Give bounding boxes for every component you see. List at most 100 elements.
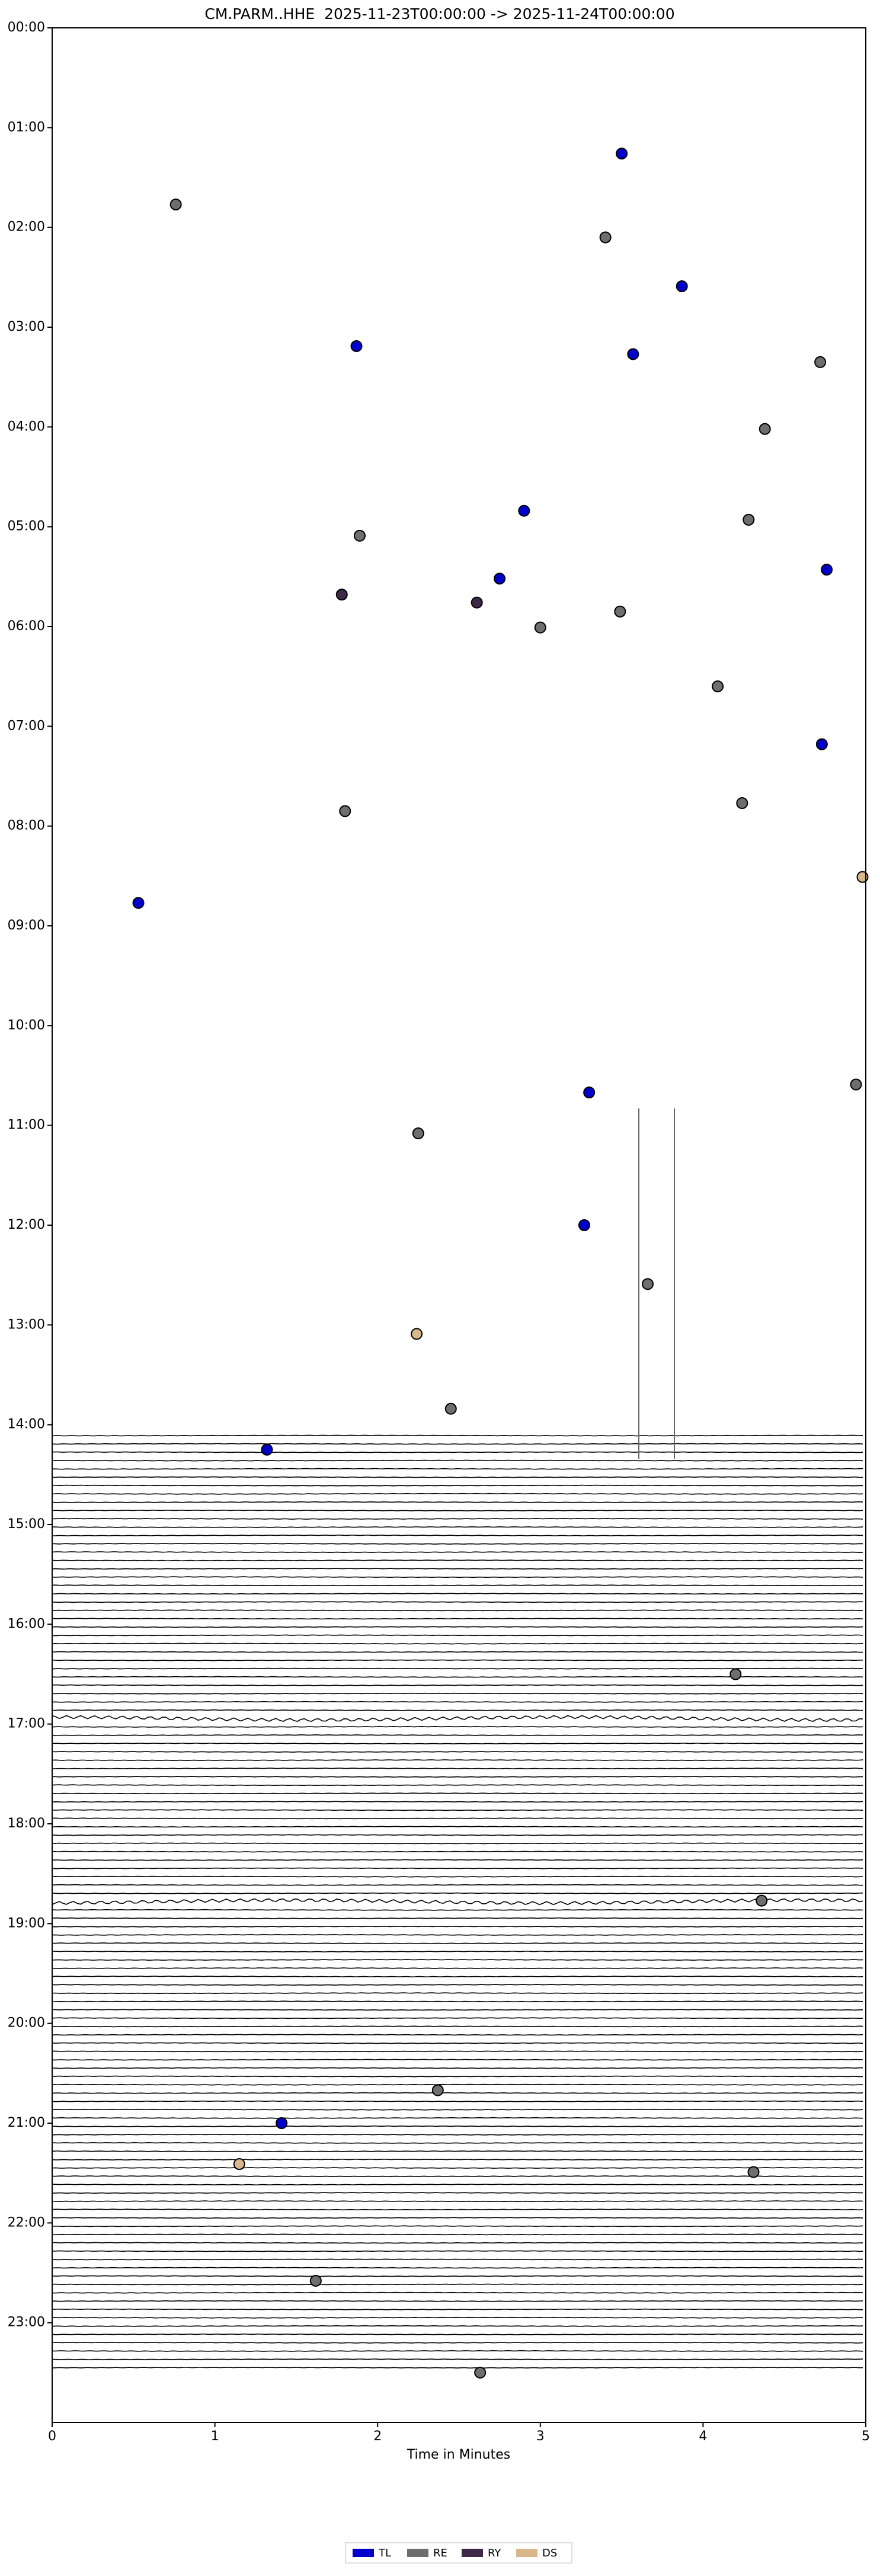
- trace: [52, 1976, 863, 1978]
- event-marker: [729, 1668, 742, 1680]
- y-tick-label: 00:00: [8, 20, 45, 35]
- trace: [52, 1451, 863, 1453]
- event-marker: [474, 2366, 487, 2379]
- trace: [52, 2059, 863, 2061]
- event-marker: [627, 348, 639, 360]
- event-marker: [494, 573, 506, 585]
- trace: [52, 2075, 863, 2078]
- event-marker: [599, 231, 612, 244]
- legend-swatch: [462, 2549, 483, 2557]
- event-marker: [614, 605, 626, 618]
- y-tick-label: 18:00: [8, 1816, 45, 1831]
- y-tick-label: 10:00: [8, 1018, 45, 1033]
- trace: [52, 2283, 863, 2286]
- trace: [52, 1651, 863, 1653]
- trace: [52, 2341, 863, 2344]
- event-marker: [261, 1443, 273, 1456]
- trace: [52, 1692, 863, 1695]
- trace: [52, 2159, 863, 2160]
- y-tick-label: 20:00: [8, 2016, 45, 2031]
- trace: [52, 1459, 863, 1462]
- y-tick-label: 03:00: [8, 319, 45, 334]
- trace: [52, 1917, 863, 1919]
- y-tick-label: 11:00: [8, 1118, 45, 1133]
- trace: [52, 1476, 863, 1478]
- trace: [52, 1501, 863, 1503]
- legend-label: TL: [378, 2547, 391, 2559]
- chart-title: CM.PARM..HHE 2025-11-23T00:00:00 -> 2025…: [204, 5, 674, 23]
- trace: [52, 2092, 863, 2094]
- y-tick-label: 22:00: [8, 2215, 45, 2230]
- event-marker: [233, 2158, 245, 2171]
- event-marker: [676, 280, 688, 292]
- x-tick-label: 3: [536, 2429, 545, 2444]
- event-marker: [411, 1328, 423, 1340]
- trace: [52, 2125, 863, 2127]
- event-marker: [583, 1086, 596, 1099]
- trace: [52, 2067, 863, 2069]
- trace: [52, 2333, 863, 2335]
- trace: [52, 2009, 863, 2011]
- trace: [52, 1826, 863, 1828]
- trace: [52, 2217, 863, 2219]
- y-tick-label: 12:00: [8, 1217, 45, 1232]
- x-tick-label: 1: [211, 2429, 219, 2444]
- event-marker: [169, 198, 182, 210]
- legend-swatch: [407, 2549, 428, 2557]
- plot-frame: [52, 27, 866, 2423]
- trace: [52, 2308, 863, 2310]
- trace: [52, 1709, 863, 1711]
- y-tick-label: 09:00: [8, 918, 45, 933]
- legend-label: RE: [433, 2547, 447, 2559]
- event-marker: [814, 356, 827, 368]
- event-marker: [518, 504, 530, 517]
- y-tick-label: 01:00: [8, 120, 45, 135]
- trace: [52, 1792, 863, 1795]
- trace: [52, 1626, 863, 1628]
- event-marker: [578, 1219, 590, 1231]
- event-marker: [335, 589, 348, 601]
- legend-swatch: [516, 2549, 537, 2557]
- trace: [52, 2100, 863, 2102]
- x-tick-label: 4: [699, 2429, 707, 2444]
- trace: [52, 1850, 863, 1853]
- y-tick-label: 07:00: [8, 718, 45, 733]
- event-marker: [534, 621, 546, 634]
- event-marker: [353, 529, 366, 542]
- event-marker: [339, 805, 351, 817]
- trace: [52, 1734, 863, 1736]
- x-axis-label: Time in Minutes: [407, 2447, 511, 2462]
- y-tick-label: 05:00: [8, 519, 45, 534]
- event-marker: [642, 1278, 654, 1290]
- legend-label: RY: [488, 2547, 501, 2559]
- trace: [52, 2000, 863, 2003]
- trace: [52, 2300, 863, 2302]
- trace: [52, 1684, 863, 1686]
- event-marker: [759, 423, 771, 435]
- event-marker: [616, 148, 628, 160]
- legend-label: DS: [542, 2547, 557, 2559]
- y-tick-label: 02:00: [8, 220, 45, 235]
- trace: [52, 1743, 863, 1744]
- x-tick-label: 0: [48, 2429, 56, 2444]
- trace: [52, 1543, 863, 1545]
- event-marker: [815, 738, 828, 750]
- y-tick-label: 06:00: [8, 619, 45, 634]
- y-tick-label: 04:00: [8, 419, 45, 434]
- event-marker: [350, 340, 363, 352]
- event-marker: [821, 564, 833, 576]
- event-marker: [309, 2274, 322, 2287]
- trace: [52, 1434, 863, 1437]
- y-tick-label: 23:00: [8, 2315, 45, 2330]
- trace: [52, 2358, 863, 2360]
- y-tick-label: 08:00: [8, 819, 45, 833]
- trace: [52, 2133, 863, 2136]
- trace: [52, 1892, 863, 1894]
- y-tick-label: 21:00: [8, 2115, 45, 2130]
- trace: [52, 2367, 863, 2369]
- trace: [52, 1984, 863, 1986]
- trace: [52, 2209, 863, 2211]
- data-gap: [638, 1108, 675, 1459]
- trace: [52, 1642, 863, 1645]
- event-marker: [132, 897, 145, 909]
